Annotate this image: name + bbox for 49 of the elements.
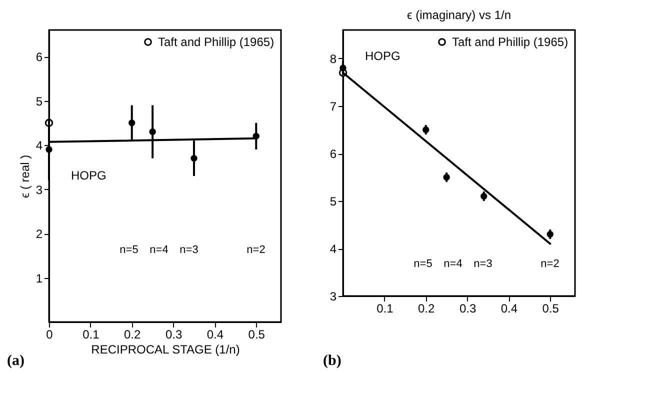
- annotation: n=2: [540, 258, 560, 270]
- annotation: n=3: [180, 244, 198, 256]
- y-tick-label: 2: [36, 227, 43, 242]
- point: [46, 146, 52, 153]
- x-tick-label: 0.1: [376, 302, 394, 316]
- x-tick-label: 0.2: [418, 302, 436, 316]
- y-tick-label: 6: [36, 50, 43, 64]
- y-tick-label: 4: [36, 138, 43, 153]
- text: (a): [7, 353, 24, 369]
- point: [340, 64, 346, 72]
- y-tick-label: 8: [330, 52, 337, 66]
- x-tick-label: 0.3: [165, 328, 182, 342]
- x-tick-label: 0: [46, 328, 54, 342]
- y-tick-label: 5: [36, 94, 43, 108]
- chart-title: ϵ (imaginary) vs 1/n: [407, 8, 511, 22]
- x-tick-label: 0.1: [82, 328, 100, 342]
- x-tick-label: 0.5: [542, 302, 560, 316]
- point: [149, 128, 156, 136]
- annotation: n=5: [414, 258, 432, 270]
- x-tick-label: 0.3: [459, 302, 476, 316]
- y-tick-label: 7: [330, 100, 337, 114]
- y-tick-label: 3: [330, 290, 337, 304]
- y-axis-title: ϵ ( real ): [18, 154, 32, 198]
- point: [546, 230, 554, 238]
- x-tick-label: 0.5: [248, 328, 266, 342]
- point: [422, 126, 430, 134]
- x-tick-label: 0.4: [206, 328, 224, 342]
- y-tick-label: 4: [330, 242, 337, 256]
- point: [480, 192, 488, 200]
- legend-label: Taft and Phillip (1965): [158, 35, 274, 49]
- annotation: n=4: [444, 258, 462, 270]
- point: [443, 174, 450, 181]
- annotation: n=3: [474, 258, 492, 270]
- y-tick-label: 3: [36, 182, 43, 197]
- point: [190, 154, 198, 162]
- x-tick-label: 0.4: [500, 302, 518, 316]
- y-tick-label: 1: [36, 271, 43, 286]
- annotation: n=4: [150, 244, 168, 256]
- y-tick-label: 6: [330, 147, 337, 161]
- legend-label: Taft and Phillip (1965): [452, 35, 568, 49]
- point: [128, 120, 136, 126]
- annotation: n=5: [120, 244, 138, 256]
- y-tick-label: 5: [330, 194, 337, 208]
- annotation: HOPG: [71, 168, 106, 182]
- x-tick-label: 0.2: [124, 328, 142, 342]
- text: (b): [323, 353, 342, 369]
- x-axis-title: RECIPROCAL STAGE (1/n): [91, 342, 240, 356]
- annotation: HOPG: [365, 49, 400, 63]
- annotation: n=2: [246, 244, 266, 256]
